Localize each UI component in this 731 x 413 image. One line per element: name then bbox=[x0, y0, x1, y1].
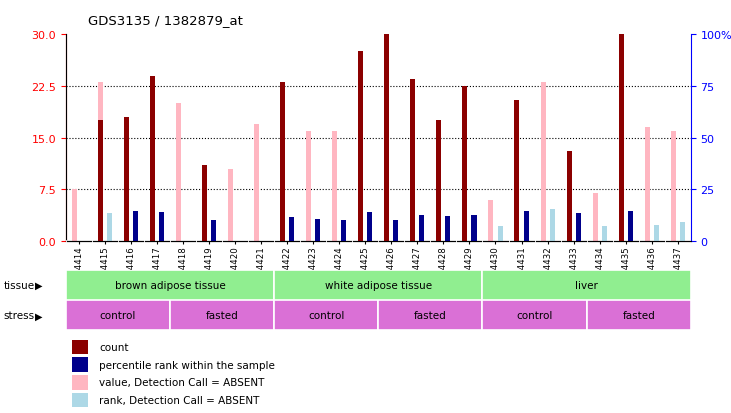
Text: control: control bbox=[516, 311, 553, 320]
Text: percentile rank within the sample: percentile rank within the sample bbox=[99, 360, 275, 370]
Bar bbox=[463, 87, 467, 242]
Bar bbox=[498, 226, 502, 242]
Bar bbox=[98, 121, 103, 242]
Bar bbox=[618, 35, 624, 242]
Text: fasted: fasted bbox=[414, 311, 447, 320]
Bar bbox=[72, 340, 88, 354]
Bar bbox=[66, 271, 274, 300]
Bar bbox=[445, 217, 450, 242]
Bar bbox=[133, 211, 138, 242]
Bar bbox=[523, 211, 529, 242]
Bar bbox=[72, 357, 88, 372]
Text: control: control bbox=[99, 311, 136, 320]
Bar bbox=[586, 301, 691, 330]
Bar bbox=[66, 301, 170, 330]
Bar bbox=[367, 213, 372, 242]
Text: ▶: ▶ bbox=[35, 280, 42, 290]
Bar bbox=[289, 218, 294, 242]
Bar bbox=[274, 271, 482, 300]
Text: brown adipose tissue: brown adipose tissue bbox=[115, 280, 225, 290]
Bar bbox=[202, 166, 207, 242]
Text: liver: liver bbox=[575, 280, 598, 290]
Bar bbox=[280, 83, 285, 242]
Text: count: count bbox=[99, 342, 129, 352]
Bar bbox=[124, 118, 129, 242]
Bar bbox=[410, 80, 415, 242]
Text: fasted: fasted bbox=[622, 311, 655, 320]
Bar bbox=[170, 301, 274, 330]
Bar bbox=[540, 83, 545, 242]
Text: control: control bbox=[308, 311, 344, 320]
Text: fasted: fasted bbox=[205, 311, 238, 320]
Bar bbox=[254, 125, 259, 242]
Text: value, Detection Call = ABSENT: value, Detection Call = ABSENT bbox=[99, 377, 265, 387]
Bar bbox=[289, 221, 294, 242]
Bar bbox=[274, 301, 379, 330]
Text: stress: stress bbox=[4, 311, 35, 320]
Bar bbox=[654, 225, 659, 242]
Bar bbox=[107, 214, 112, 242]
Bar bbox=[315, 220, 320, 242]
Bar bbox=[280, 83, 285, 242]
Bar bbox=[420, 216, 425, 242]
Bar bbox=[471, 216, 477, 242]
Bar bbox=[332, 131, 337, 242]
Text: rank, Detection Call = ABSENT: rank, Detection Call = ABSENT bbox=[99, 395, 260, 405]
Bar bbox=[488, 200, 493, 242]
Bar bbox=[515, 100, 520, 242]
Bar bbox=[98, 83, 103, 242]
Text: tissue: tissue bbox=[4, 280, 35, 290]
Text: GDS3135 / 1382879_at: GDS3135 / 1382879_at bbox=[88, 14, 243, 27]
Bar bbox=[567, 152, 572, 242]
Bar bbox=[150, 76, 155, 242]
Bar bbox=[550, 210, 555, 242]
Bar bbox=[393, 221, 398, 242]
Bar bbox=[593, 193, 598, 242]
Bar bbox=[358, 52, 363, 242]
Bar bbox=[671, 131, 675, 242]
Text: ▶: ▶ bbox=[35, 311, 42, 320]
Text: white adipose tissue: white adipose tissue bbox=[325, 280, 432, 290]
Bar bbox=[378, 301, 482, 330]
Bar bbox=[680, 222, 685, 242]
Bar bbox=[385, 35, 390, 242]
Bar bbox=[341, 221, 346, 242]
Bar bbox=[150, 142, 155, 242]
Bar bbox=[211, 221, 216, 242]
Bar bbox=[482, 301, 586, 330]
Bar bbox=[176, 104, 181, 242]
Bar bbox=[628, 211, 633, 242]
Bar bbox=[645, 128, 650, 242]
Bar bbox=[159, 213, 164, 242]
Bar bbox=[72, 375, 88, 389]
Bar bbox=[72, 190, 77, 242]
Bar bbox=[228, 169, 233, 242]
Bar bbox=[575, 214, 580, 242]
Bar bbox=[482, 271, 691, 300]
Bar bbox=[436, 121, 442, 242]
Bar bbox=[72, 393, 88, 407]
Bar bbox=[602, 226, 607, 242]
Bar bbox=[306, 131, 311, 242]
